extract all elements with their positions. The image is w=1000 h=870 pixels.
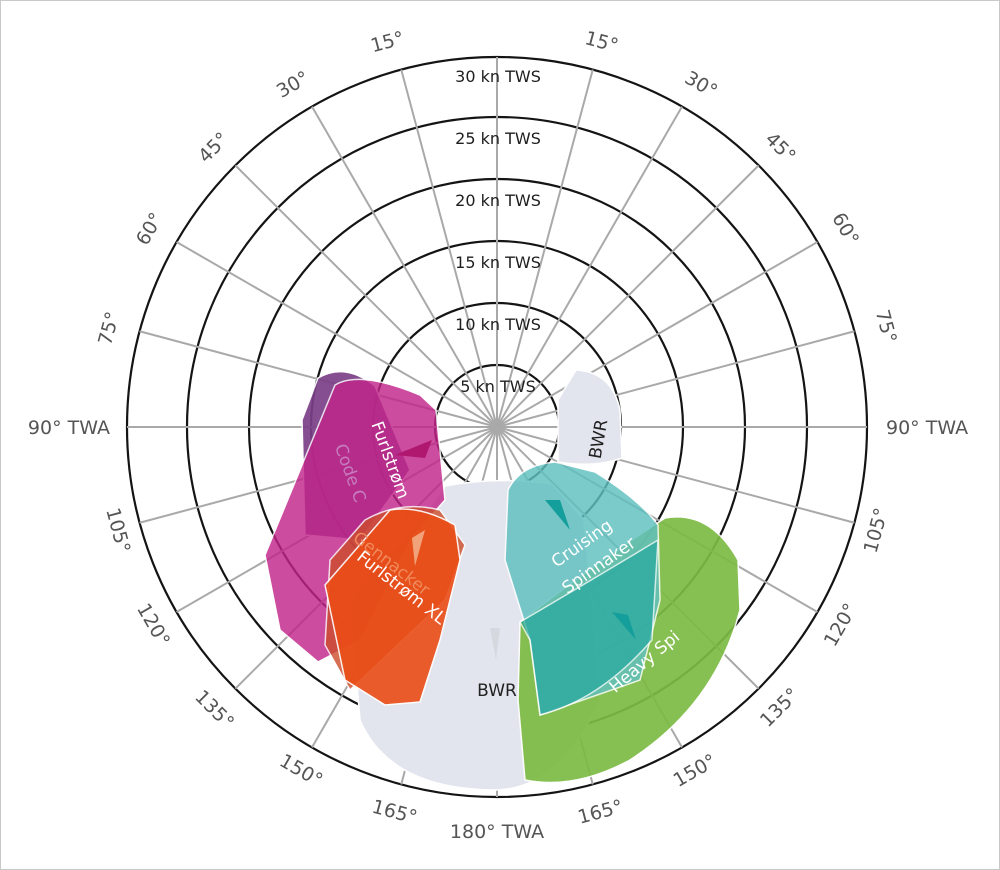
left-angle-90: 90° TWA: [28, 417, 110, 439]
furlstrom-sail-icon: [395, 440, 432, 458]
ring-label-5kn: 5 kn TWS: [460, 377, 536, 396]
right-angle-90: 90° TWA: [886, 417, 968, 439]
right-angle-30: 30°: [681, 67, 721, 103]
sail-markers: [395, 440, 636, 660]
bottom-angle-180: 180° TWA: [450, 821, 544, 843]
ring-label-30kn: 30 kn TWS: [455, 67, 541, 86]
spoke-right-105: [496, 426, 855, 524]
right-angle-15: 15°: [582, 27, 620, 57]
furlstrom-xl-sail-icon: [412, 530, 425, 566]
right-angle-75: 75°: [871, 307, 901, 345]
teal-overlap-region: [518, 538, 659, 716]
right-angle-120: 120°: [820, 600, 862, 651]
right-angle-150: 150°: [670, 750, 721, 792]
left-angle-30: 30°: [273, 67, 313, 103]
spoke-right-15: [496, 69, 594, 428]
furlstrom-region: [264, 378, 446, 663]
furlstrom-xl-region: [324, 508, 461, 706]
spoke-right-30: [496, 106, 683, 428]
spoke-left-60: [176, 241, 498, 428]
left-angle-165: 165°: [370, 796, 420, 829]
right-angle-60: 60°: [827, 209, 863, 249]
bwr-sail-icon: [490, 628, 500, 660]
spoke-left-45: [234, 164, 498, 428]
left-angle-105: 105°: [101, 505, 134, 555]
left-angle-60: 60°: [132, 209, 168, 249]
ring-label-20kn: 20 kn TWS: [455, 191, 541, 210]
ring-labels: 5 kn TWS 10 kn TWS 15 kn TWS 20 kn TWS 2…: [455, 67, 541, 396]
spoke-right-75: [496, 330, 855, 428]
heavy-spi-sail-icon: [612, 612, 636, 640]
right-angle-165: 165°: [575, 796, 625, 829]
left-angle-120: 120°: [132, 600, 174, 651]
cruising-spinnaker-sail-icon: [545, 500, 570, 530]
right-angle-135: 135°: [756, 684, 804, 732]
spoke-left-30: [311, 106, 498, 428]
bwr-region-upper: [557, 369, 623, 465]
right-angle-105: 105°: [860, 505, 893, 555]
left-angle-45: 45°: [194, 128, 233, 167]
left-angle-15: 15°: [368, 27, 406, 57]
spoke-right-60: [496, 241, 818, 428]
left-angle-135: 135°: [190, 686, 238, 734]
spoke-left-15: [400, 69, 498, 428]
sail-regions: [264, 369, 741, 791]
spoke-right-120: [496, 426, 818, 613]
left-angle-75: 75°: [94, 309, 124, 347]
sail-label-bwr-lower: BWR: [477, 681, 517, 701]
spoke-right-45: [496, 164, 760, 428]
ring-label-25kn: 25 kn TWS: [455, 129, 541, 148]
left-angle-150: 150°: [276, 750, 327, 792]
ring-label-15kn: 15 kn TWS: [455, 253, 541, 272]
ring-label-10kn: 10 kn TWS: [455, 315, 541, 334]
right-angle-45: 45°: [761, 128, 800, 167]
